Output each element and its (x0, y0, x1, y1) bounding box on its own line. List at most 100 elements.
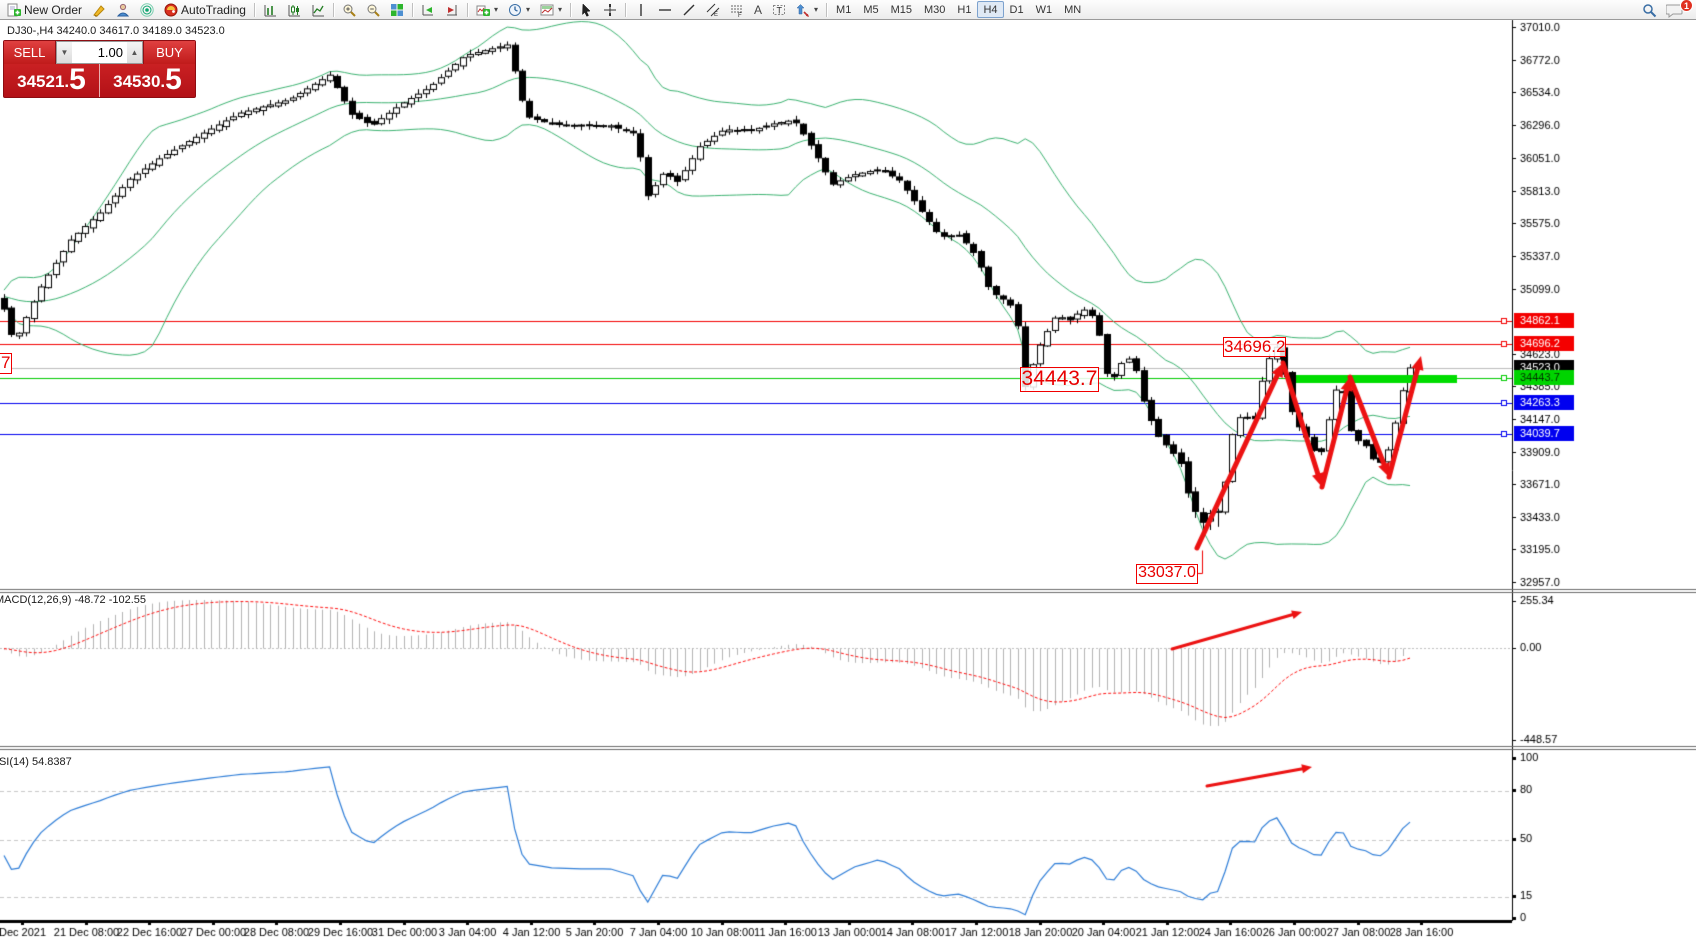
chart-shift-icon (445, 3, 459, 17)
auto-scroll-button[interactable] (416, 1, 440, 19)
signal-button[interactable] (135, 1, 159, 19)
one-click-trading-panel: SELL ▼ 1.00 ▲ BUY 34521. 5 34530. 5 (3, 40, 196, 98)
templates-button[interactable]: ▾ (535, 1, 567, 19)
indicators-button[interactable]: ▾ (471, 1, 503, 19)
periods-clock-icon (508, 3, 522, 17)
autotrading-icon (164, 3, 178, 17)
timeframe-button-h4[interactable]: H4 (977, 1, 1004, 18)
tile-windows-button[interactable] (385, 1, 409, 19)
trendline-icon (682, 3, 696, 17)
toolbar-separator (570, 2, 571, 17)
tile-windows-icon (390, 3, 404, 17)
zoom-in-icon (342, 3, 356, 17)
toolbar-separator (826, 2, 828, 17)
buy-price-fraction: 5 (165, 63, 182, 96)
fibonacci-tool-button[interactable]: F (725, 1, 749, 19)
buy-button[interactable]: BUY (143, 41, 195, 64)
timeframe-button-w1[interactable]: W1 (1035, 3, 1053, 16)
toolbar-separator (411, 2, 413, 17)
svg-text:F: F (738, 13, 742, 17)
toolbar-separator (625, 2, 626, 17)
main-toolbar: New Order AutoTrading (0, 0, 1696, 20)
search-icon[interactable] (1642, 3, 1657, 17)
crosshair-tool-button[interactable] (598, 1, 622, 19)
zoom-out-button[interactable] (361, 1, 385, 19)
notification-badge: 1 (1680, 0, 1693, 12)
volume-stepper: ▼ 1.00 ▲ (56, 41, 143, 64)
label-tool-button[interactable]: T (767, 1, 791, 19)
chart-shift-button[interactable] (440, 1, 464, 19)
indicators-icon (476, 3, 490, 17)
horizontal-line-tool-button[interactable] (653, 1, 677, 19)
auto-scroll-icon (421, 3, 435, 17)
templates-dropdown-arrow: ▾ (557, 5, 562, 14)
volume-input[interactable]: 1.00 (97, 45, 123, 60)
rsi-indicator-label: RSI(14) 54.8387 (0, 756, 72, 768)
timeframe-button-mn[interactable]: MN (1064, 3, 1082, 16)
timeframe-button-m15[interactable]: M15 (890, 3, 912, 16)
clipped-left-price-label: 7 (0, 353, 12, 374)
crayon-tool-button[interactable] (87, 1, 111, 19)
arrows-shapes-icon (796, 3, 810, 17)
publisher-person-icon (116, 3, 130, 17)
zoom-in-button[interactable] (337, 1, 361, 19)
periods-dropdown-arrow: ▾ (525, 5, 530, 14)
templates-icon (540, 3, 554, 17)
fibonacci-icon: F (730, 3, 744, 19)
autotrading-button[interactable]: AutoTrading (159, 1, 251, 19)
vertical-line-tool-button[interactable] (629, 1, 653, 19)
swing-low-price-label[interactable]: 33037.0 (1136, 564, 1198, 584)
toolbar-separator (253, 2, 255, 17)
text-tool-button[interactable]: A (749, 1, 767, 19)
toolbar-separator (332, 2, 334, 17)
shapes-tool-button[interactable]: ▾ (791, 1, 823, 19)
channel-tool-button[interactable]: E (701, 1, 725, 19)
svg-text:T: T (777, 5, 783, 15)
text-label-icon: T (772, 3, 786, 17)
timeframe-button-m5[interactable]: M5 (863, 3, 879, 16)
zoom-out-icon (366, 3, 380, 17)
indicators-dropdown-arrow: ▾ (493, 5, 498, 14)
sell-price[interactable]: 34521. 5 (4, 64, 100, 97)
timeframe-button-d1[interactable]: D1 (1009, 3, 1024, 16)
periods-button[interactable]: ▾ (503, 1, 535, 19)
volume-decrease-button[interactable]: ▼ (57, 42, 72, 63)
text-tool-label: A (754, 2, 763, 17)
chart-title: DJ30-,H4 34240.0 34617.0 34189.0 34523.0 (7, 25, 225, 37)
macd-indicator-label: MACD(12,26,9) -48.72 -102.55 (0, 594, 147, 606)
toolbar-separator (466, 2, 468, 17)
volume-increase-button[interactable]: ▲ (127, 42, 142, 63)
new-order-icon (7, 3, 21, 17)
candlestick-icon (287, 3, 301, 17)
shapes-dropdown-arrow: ▾ (814, 5, 819, 14)
autotrading-label: AutoTrading (181, 2, 246, 17)
resistance-price-label[interactable]: 34696.2 (1223, 337, 1286, 357)
timeframe-button-h1[interactable]: H1 (957, 3, 972, 16)
chat-notifications-icon[interactable]: 1 (1665, 0, 1693, 18)
candlestick-mode-button[interactable] (282, 1, 306, 19)
trendline-tool-button[interactable] (677, 1, 701, 19)
bar-chart-mode-button[interactable] (258, 1, 282, 19)
equidistant-channel-icon: E (706, 3, 720, 18)
cursor-tool-button[interactable] (574, 1, 598, 19)
line-chart-mode-button[interactable] (306, 1, 330, 19)
sell-button[interactable]: SELL (4, 41, 56, 64)
buy-price-main: 34530 (113, 72, 161, 91)
bar-chart-icon (263, 3, 277, 17)
new-order-label: New Order (24, 2, 83, 17)
timeframe-button-m1[interactable]: M1 (836, 3, 852, 16)
signal-broadcast-icon (140, 2, 154, 17)
new-order-button[interactable]: New Order (2, 1, 87, 19)
timeframe-button-m30[interactable]: M30 (924, 3, 946, 16)
buy-price[interactable]: 34530. 5 (100, 64, 195, 97)
line-chart-icon (311, 3, 325, 17)
timeframe-button-group: M1 M5 M15 M30 H1 H4 D1 W1 MN (830, 1, 1087, 18)
support-price-label[interactable]: 34443.7 (1020, 367, 1099, 392)
horizontal-line-icon (658, 3, 672, 17)
cursor-icon (579, 2, 593, 17)
quote-panel-top-row: SELL ▼ 1.00 ▲ BUY (4, 41, 195, 64)
vertical-line-icon (634, 3, 648, 17)
publisher-button[interactable] (111, 1, 135, 19)
